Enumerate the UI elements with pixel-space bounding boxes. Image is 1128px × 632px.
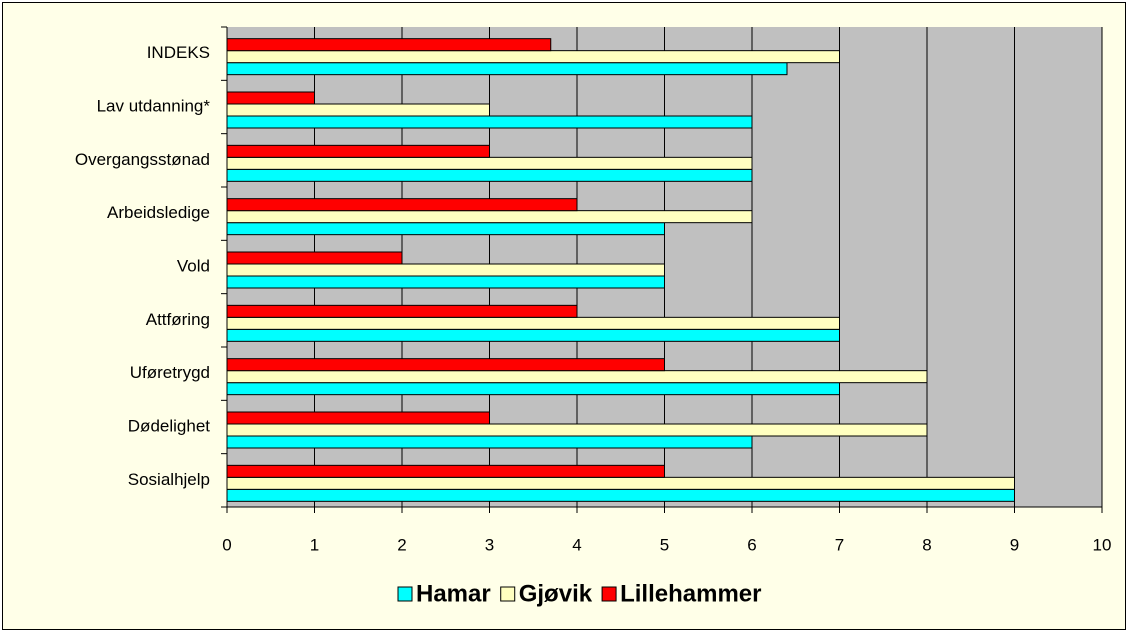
legend-label: Hamar — [416, 580, 491, 607]
bar — [226, 38, 552, 52]
y-tick-label: Attføring — [146, 310, 210, 329]
x-tick-label: 8 — [922, 535, 931, 554]
bar — [226, 62, 788, 76]
x-tick-label: 6 — [747, 535, 756, 554]
bar — [226, 156, 753, 170]
bar — [226, 370, 928, 384]
bar — [226, 275, 665, 289]
bar — [226, 476, 1015, 490]
bar — [226, 115, 753, 129]
bar — [226, 251, 403, 265]
bar — [226, 222, 665, 236]
bar — [226, 304, 578, 318]
legend-swatch — [397, 586, 413, 602]
y-tick-label: Overgangsstønad — [75, 150, 210, 169]
bar — [226, 198, 578, 212]
x-tick-label: 9 — [1010, 535, 1019, 554]
y-tick-label: Sosialhjelp — [128, 470, 210, 489]
x-tick-label: 0 — [222, 535, 231, 554]
y-tick-label: Arbeidsledige — [107, 203, 210, 222]
x-tick-label: 10 — [1093, 535, 1112, 554]
bar — [226, 91, 315, 105]
bar — [226, 168, 753, 182]
y-tick-label: Dødelighet — [128, 416, 210, 435]
legend-swatch — [500, 586, 516, 602]
bar — [226, 358, 665, 372]
x-tick-label: 3 — [485, 535, 494, 554]
bar — [226, 210, 753, 224]
legend-label: Gjøvik — [519, 580, 593, 607]
x-tick-label: 2 — [397, 535, 406, 554]
bar — [226, 382, 840, 396]
x-tick-label: 7 — [835, 535, 844, 554]
y-tick-label: INDEKS — [147, 43, 210, 62]
y-tick-label: Lav utdanning* — [97, 96, 211, 115]
y-tick-label: Uføretrygd — [130, 363, 210, 382]
bar — [226, 144, 490, 158]
bar — [226, 411, 490, 425]
bar — [226, 423, 928, 437]
y-tick-label: Vold — [177, 256, 210, 275]
legend-swatch — [601, 586, 617, 602]
bar — [226, 263, 665, 277]
bar — [226, 103, 490, 117]
bar — [226, 435, 753, 449]
bar — [226, 328, 840, 342]
x-tick-label: 4 — [572, 535, 581, 554]
x-tick-label: 1 — [310, 535, 319, 554]
bar — [226, 50, 840, 64]
bar — [226, 316, 840, 330]
x-tick-label: 5 — [660, 535, 669, 554]
legend-label: Lillehammer — [620, 580, 761, 607]
bar — [226, 488, 1015, 502]
bar — [226, 464, 665, 478]
